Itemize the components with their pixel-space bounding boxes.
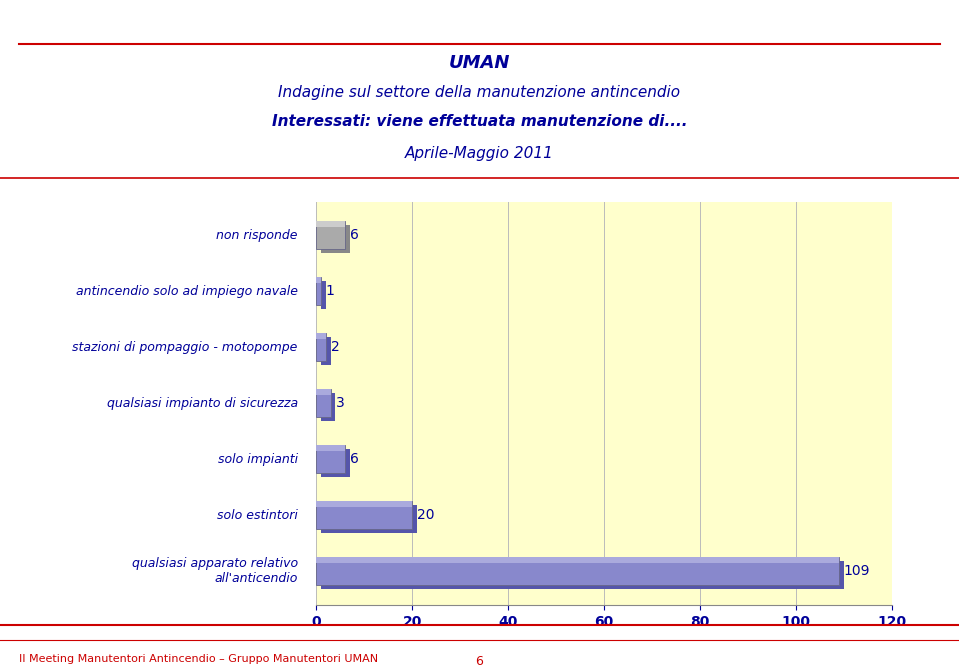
Text: 109: 109 (844, 564, 870, 578)
Bar (316, 389, 331, 395)
Text: UMAN: UMAN (449, 54, 510, 72)
Bar (321, 393, 336, 421)
Text: qualsiasi apparato relativo
all'anticendio: qualsiasi apparato relativo all'anticend… (131, 557, 297, 585)
Text: II Meeting Manutentori Antincendio – Gruppo Manutentori UMAN: II Meeting Manutentori Antincendio – Gru… (19, 654, 378, 663)
Text: solo impianti: solo impianti (218, 453, 297, 466)
Bar (316, 445, 345, 473)
Text: antincendio solo ad impiego navale: antincendio solo ad impiego navale (76, 285, 297, 298)
Text: 3: 3 (336, 396, 344, 410)
Text: stazioni di pompaggio - motopompe: stazioni di pompaggio - motopompe (72, 341, 297, 353)
Text: qualsiasi impianto di sicurezza: qualsiasi impianto di sicurezza (106, 396, 297, 410)
Text: 1: 1 (326, 284, 335, 298)
Bar (316, 557, 839, 585)
Bar (321, 225, 350, 253)
Text: 6: 6 (476, 655, 483, 668)
Bar (316, 333, 326, 339)
Bar (316, 333, 326, 362)
Bar (321, 505, 417, 533)
Bar (316, 277, 321, 305)
Bar (321, 337, 331, 365)
Text: 6: 6 (350, 452, 359, 466)
Bar (316, 501, 412, 507)
Text: solo estintori: solo estintori (217, 509, 297, 521)
Text: Interessati: viene effettuata manutenzione di....: Interessati: viene effettuata manutenzio… (271, 114, 688, 129)
Text: 2: 2 (331, 340, 339, 354)
Bar (316, 557, 839, 563)
Bar (316, 221, 345, 249)
Text: Aprile-Maggio 2011: Aprile-Maggio 2011 (405, 146, 554, 161)
Bar (316, 221, 345, 227)
Bar (316, 446, 345, 452)
Bar (316, 277, 321, 284)
Bar (321, 281, 326, 309)
Text: Indagine sul settore della manutenzione antincendio: Indagine sul settore della manutenzione … (278, 85, 681, 99)
Bar (321, 449, 350, 477)
Bar (316, 501, 412, 530)
Text: 6: 6 (350, 228, 359, 242)
Text: non risponde: non risponde (216, 228, 297, 242)
Bar (316, 389, 331, 417)
Bar (321, 561, 844, 589)
Text: 20: 20 (417, 508, 434, 522)
